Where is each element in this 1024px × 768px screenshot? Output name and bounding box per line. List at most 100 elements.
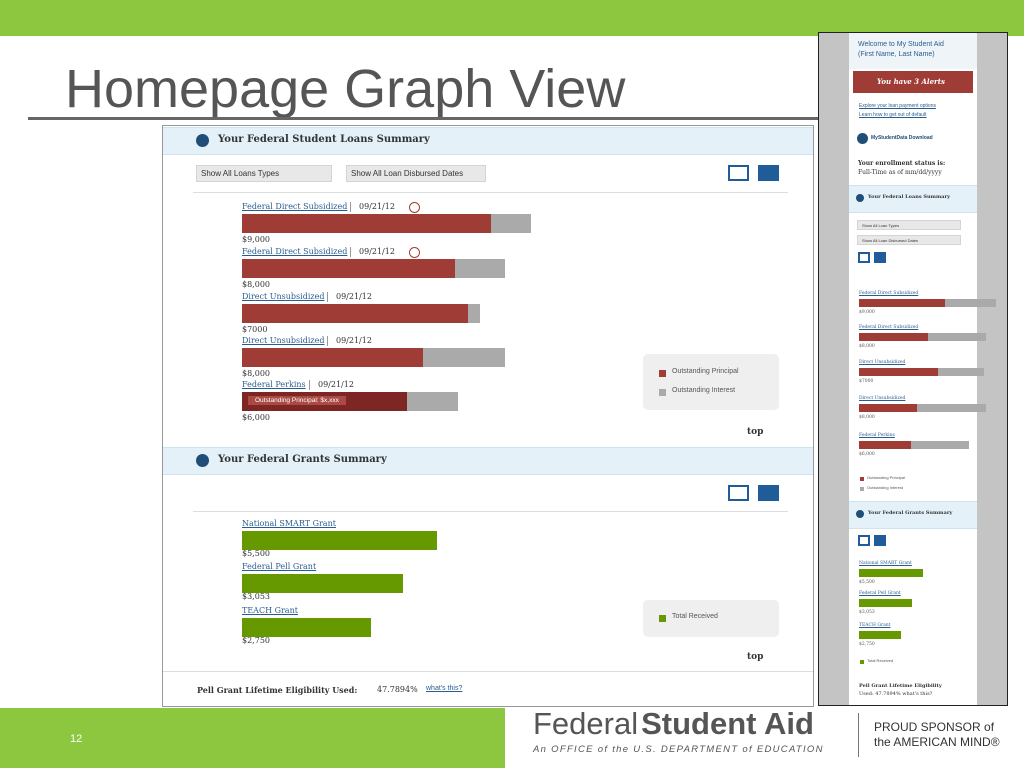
welcome-box (849, 33, 977, 69)
slide-title: Homepage Graph View (65, 59, 626, 119)
dropdown[interactable]: Show All Loan Disbursed Dates (857, 235, 961, 245)
bar-interest (859, 404, 986, 412)
divider (193, 511, 788, 512)
graph-view-icon[interactable] (874, 252, 886, 263)
table-view-icon[interactable] (728, 165, 749, 181)
sponsor: PROUD SPONSOR of (874, 720, 995, 734)
collapse-icon (196, 454, 209, 467)
grant-amount: $5,500 (859, 580, 875, 585)
legend-label: Outstanding Principal (867, 475, 906, 480)
sidebar-link[interactable]: Learn how to get out of default (859, 112, 927, 118)
loan-name[interactable]: Direct Unsubsidized (859, 360, 906, 365)
legend-swatch (659, 615, 666, 622)
download-icon (857, 133, 868, 144)
bar-principal (242, 214, 491, 233)
collapse-icon (856, 194, 864, 202)
bar-grant (242, 574, 403, 593)
bar-principal (242, 348, 423, 367)
legend-swatch (659, 370, 666, 377)
grants-header (849, 501, 977, 529)
tooltip: Outstanding Principal: $x,xxx (248, 396, 346, 405)
info-icon (409, 247, 420, 258)
loan-name[interactable]: Federal Perkins (242, 380, 306, 389)
divider (163, 671, 813, 672)
table-view-icon[interactable] (858, 252, 870, 263)
top-link[interactable]: top (747, 652, 764, 662)
dropdown[interactable]: Show All Loan Disbursed Dates (346, 165, 486, 182)
loan-name[interactable]: Direct Unsubsidized (242, 292, 325, 301)
legend-swatch (659, 389, 666, 396)
title-rule (28, 117, 818, 120)
sidebar-link[interactable]: Explore your loan payment options (859, 103, 936, 109)
loans-title: Your Federal Student Loans Summary (218, 134, 430, 145)
welcome: Welcome to My Student Aid (858, 41, 944, 48)
loan-amount: $9,000 (242, 235, 270, 244)
bar-principal (859, 299, 945, 307)
pell-value: 47.7894% (377, 685, 418, 694)
grant-name[interactable]: National SMART Grant (859, 561, 912, 566)
bar-principal (859, 333, 928, 341)
separator (350, 247, 351, 257)
legend-label: Total Received (672, 613, 718, 620)
alerts-bar[interactable] (853, 71, 973, 93)
loan-date: 09/21/12 (318, 380, 354, 389)
graph-view-icon[interactable] (758, 165, 779, 181)
table-view-icon[interactable] (858, 535, 870, 546)
bar-grant (242, 531, 437, 550)
loan-name[interactable]: Federal Direct Subsidized (242, 202, 348, 211)
legend-box (643, 354, 779, 410)
grants-title: Your Federal Grants Summary (218, 454, 387, 465)
loan-name[interactable]: Federal Direct Subsidized (859, 291, 919, 296)
grant-name[interactable]: Federal Pell Grant (242, 562, 317, 571)
grant-name[interactable]: National SMART Grant (242, 519, 336, 528)
top-link[interactable]: top (747, 427, 764, 437)
graph-view-icon[interactable] (758, 485, 779, 501)
legend-label: Total Received (867, 658, 894, 663)
loans-header (849, 185, 977, 213)
bar-principal (859, 441, 911, 449)
logo-light: Federal (533, 706, 639, 741)
collapse-icon (196, 134, 209, 147)
loans-title: Your Federal Loans Summary (868, 194, 951, 200)
grant-name[interactable]: TEACH Grant (859, 623, 891, 628)
info-icon (409, 202, 420, 213)
sponsor: the AMERICAN MIND® (874, 735, 1000, 749)
table-view-icon[interactable] (728, 485, 749, 501)
grant-amount: $2,750 (859, 642, 875, 647)
loans-header (163, 127, 813, 155)
loan-amount: $8,000 (859, 415, 875, 420)
footer-rule (858, 713, 859, 757)
separator (309, 380, 310, 390)
grant-name[interactable]: Federal Pell Grant (859, 591, 901, 596)
loan-name[interactable]: Federal Perkins (859, 433, 895, 438)
grant-amount: $3,053 (859, 610, 875, 615)
page-number: 12 (70, 733, 83, 745)
dropdown[interactable]: Show All Loans Types (196, 165, 332, 182)
bar-grant (859, 631, 901, 639)
loan-name[interactable]: Federal Direct Subsidized (242, 247, 348, 256)
bar-interest (859, 441, 969, 449)
grant-name[interactable]: TEACH Grant (242, 606, 298, 615)
loan-name[interactable]: Direct Unsubsidized (242, 336, 325, 345)
pell-label: Pell Grant Lifetime Eligibility (859, 683, 942, 689)
loan-amount: $6,000 (242, 413, 270, 422)
pell-label: Pell Grant Lifetime Eligibility Used: (197, 685, 358, 695)
loan-name[interactable]: Federal Direct Subsidized (859, 325, 919, 330)
grants-title: Your Federal Grants Summary (868, 510, 953, 516)
legend-swatch (860, 660, 864, 664)
pell-link[interactable]: what's this? (426, 685, 463, 692)
loan-name[interactable]: Direct Unsubsidized (859, 396, 906, 401)
grant-amount: $5,500 (242, 549, 270, 558)
grant-amount: $2,750 (242, 636, 270, 645)
download[interactable]: MyStudentData Download (871, 135, 933, 141)
loan-amount: $6,000 (859, 452, 875, 457)
enrollment-value: Full-Time as of mm/dd/yyyy (858, 169, 942, 176)
dropdown[interactable]: Show All Loan Types (857, 220, 961, 230)
bar-principal (242, 304, 468, 323)
loan-amount: $7000 (242, 325, 268, 334)
graph-view-icon[interactable] (874, 535, 886, 546)
mockup-main: Your Federal Student Loans Summary Show … (162, 125, 814, 707)
pell-value: Used: 47.7894% what's this? (859, 691, 933, 697)
alerts[interactable]: You have 3 Alerts (877, 77, 945, 86)
